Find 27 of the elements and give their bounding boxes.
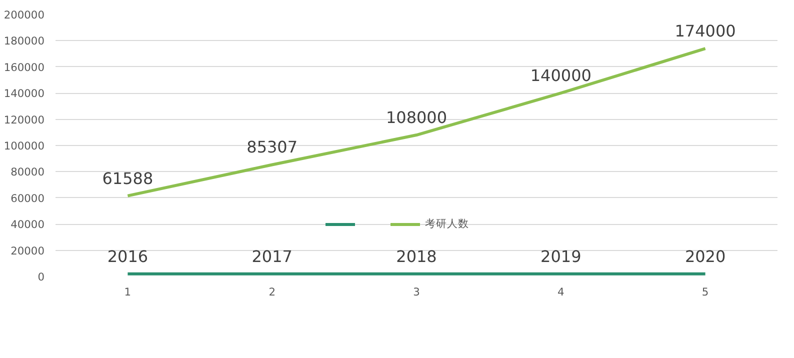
- y-tick-label: 180000: [4, 34, 45, 48]
- data-label: 108000: [386, 108, 448, 128]
- data-label: 85307: [246, 138, 298, 157]
- x-tick-label: 2: [268, 286, 276, 298]
- data-label: 2020: [684, 246, 726, 266]
- data-label: 2017: [252, 246, 292, 266]
- y-tick-label: 20000: [10, 244, 45, 258]
- y-tick-label: 40000: [10, 218, 45, 232]
- y-tick-label: 160000: [4, 60, 45, 74]
- x-tick-label: 3: [413, 286, 420, 298]
- data-label: 140000: [530, 66, 592, 86]
- x-tick-label: 1: [124, 286, 132, 298]
- x-tick-label: 4: [558, 286, 565, 298]
- y-tick-label: 60000: [10, 192, 45, 205]
- data-label: 61588: [102, 168, 154, 188]
- y-tick-label: 140000: [4, 87, 45, 100]
- data-label: 2019: [540, 246, 582, 266]
- data-label: 174000: [674, 22, 736, 41]
- data-label: 2016: [107, 246, 148, 266]
- y-tick-label: 0: [38, 270, 45, 284]
- y-tick-label: 100000: [4, 140, 45, 152]
- y-tick-label: 80000: [10, 166, 45, 179]
- x-tick-label: 5: [702, 286, 709, 298]
- data-label: 2018: [396, 246, 437, 266]
- legend-label: 考研人数: [425, 217, 469, 231]
- y-tick-label: 120000: [4, 113, 45, 126]
- y-tick-label: 200000: [4, 8, 45, 22]
